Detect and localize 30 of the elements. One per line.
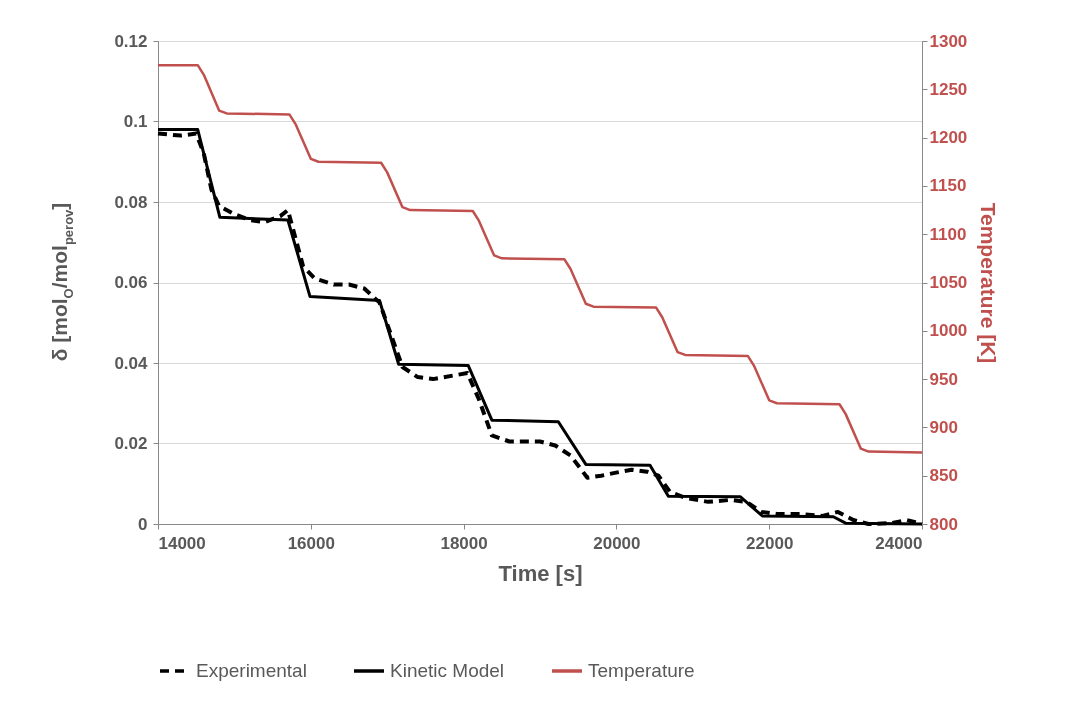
y2-tick-label: 950 <box>929 369 958 389</box>
legend-label: Experimental <box>196 660 307 681</box>
y2-tick-label: 1200 <box>929 128 968 148</box>
x-tick-label: 16000 <box>287 533 335 553</box>
y-tick-label: 0.08 <box>114 192 148 212</box>
line-series <box>156 63 924 454</box>
x-tick-label: 22000 <box>746 533 794 553</box>
x-tick-label: 18000 <box>440 533 488 553</box>
x-tick-label: 20000 <box>593 533 641 553</box>
y2-tick-label: 1050 <box>929 273 968 292</box>
legend-label: Temperature <box>588 660 695 681</box>
y2-tick-label: 800 <box>929 514 958 534</box>
y-tick-label: 0.02 <box>114 434 148 453</box>
y2-tick-label: 1100 <box>929 224 967 244</box>
x-axis-title: Time [s] <box>498 560 583 586</box>
y-tick-label: 0 <box>138 514 148 534</box>
y-tick-label: 0.12 <box>114 31 148 51</box>
y-tick-label: 0.06 <box>114 273 148 292</box>
y2-axis-title: Temperature [K] <box>977 202 1001 364</box>
y-tick-label: 0.1 <box>123 112 148 131</box>
x-tick-label: 24000 <box>875 533 923 553</box>
y2-tick-label: 1150 <box>929 176 967 196</box>
y2-tick-label: 1000 <box>929 321 968 341</box>
y2-tick-label: 1250 <box>929 79 968 99</box>
y2-tick-label: 900 <box>929 417 958 437</box>
y2-tick-label: 1300 <box>929 31 968 51</box>
x-tick-label: 14000 <box>158 533 206 553</box>
y2-tick-label: 850 <box>929 466 958 486</box>
legend-label: Kinetic Model <box>390 660 505 681</box>
y-tick-label: 0.04 <box>114 353 149 373</box>
